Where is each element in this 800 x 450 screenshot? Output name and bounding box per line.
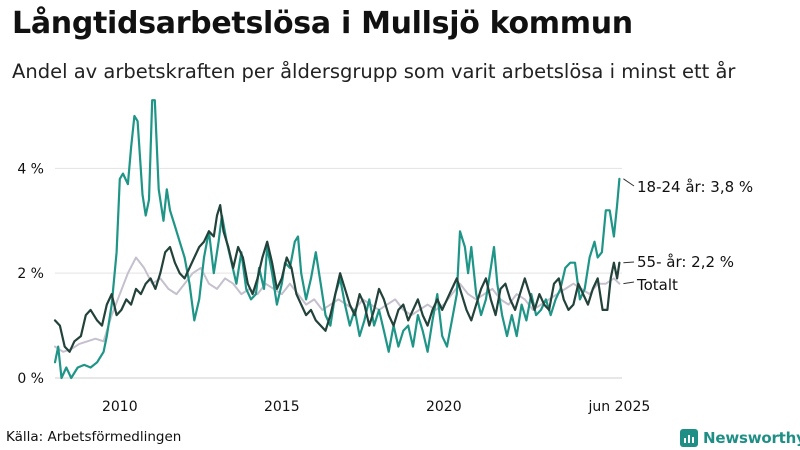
series-lines bbox=[53, 99, 621, 380]
series-line-2 bbox=[53, 204, 621, 353]
tick-labels: 0 % 2 % 4 % 2010 2015 2020 jun 2025 bbox=[17, 161, 650, 415]
series-label-18-24: 18-24 år: 3,8 % bbox=[637, 178, 753, 196]
x-tick-label: 2015 bbox=[264, 399, 300, 415]
chart-subtitle: Andel av arbetskraften per åldersgrupp s… bbox=[12, 60, 736, 83]
bar-chart-icon bbox=[680, 429, 698, 447]
label-leader-totalt bbox=[623, 281, 635, 285]
y-tick-label: 0 % bbox=[17, 371, 44, 387]
brand-logo[interactable]: Newsworthy bbox=[680, 427, 800, 449]
x-tick-label: 2020 bbox=[426, 399, 462, 415]
grid-lines bbox=[55, 167, 622, 379]
series-line-1 bbox=[53, 99, 621, 380]
source-note: Källa: Arbetsförmedlingen bbox=[6, 429, 182, 445]
label-leader-18-24 bbox=[623, 178, 635, 187]
series-label-55: 55- år: 2,2 % bbox=[637, 253, 734, 271]
y-tick-label: 2 % bbox=[17, 266, 44, 282]
label-leader-55 bbox=[623, 261, 635, 264]
series-labels: 18-24 år: 3,8 % 55- år: 2,2 % Totalt bbox=[623, 178, 753, 294]
x-tick-label: 2010 bbox=[102, 399, 138, 415]
brand-name: Newsworthy bbox=[703, 429, 800, 447]
y-tick-label: 4 % bbox=[17, 161, 44, 177]
x-tick-label: jun 2025 bbox=[588, 399, 651, 415]
chart-title: Långtidsarbetslösa i Mullsjö kommun bbox=[12, 6, 633, 41]
series-label-totalt: Totalt bbox=[636, 276, 678, 294]
